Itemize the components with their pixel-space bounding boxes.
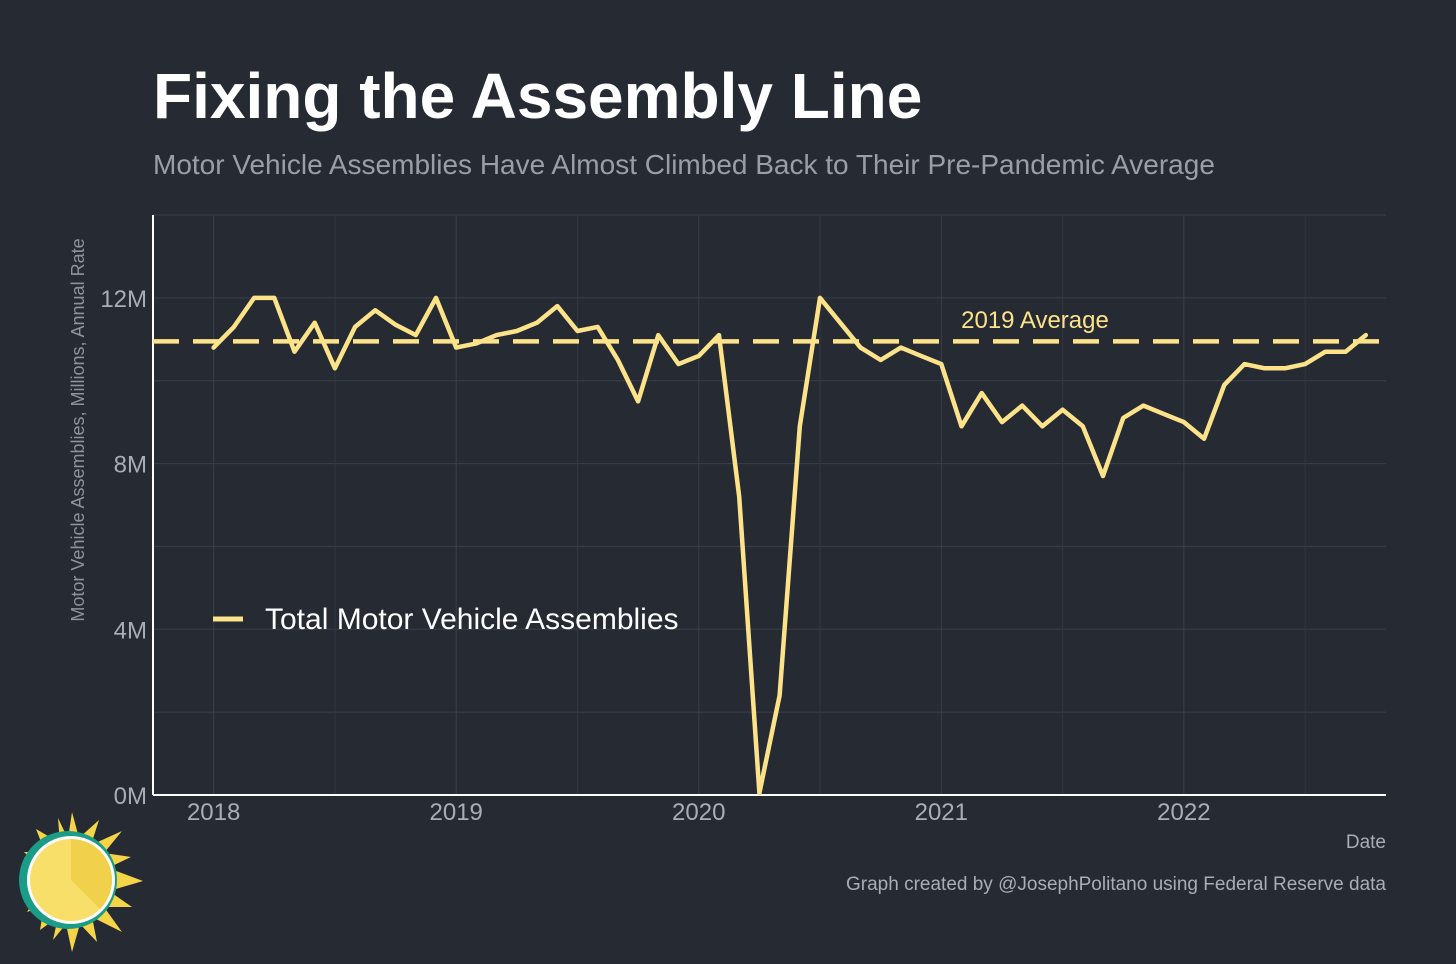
x-tick-label: 2022 [1157,799,1210,826]
plot-grid [153,214,1386,795]
y-axis-label: Motor Vehicle Assemblies, Millions, Annu… [68,238,88,621]
y-tick-labels: 0M 4M 8M 12M [100,286,147,810]
reference-line-group: 2019 Average [153,307,1386,344]
y-tick-label: 4M [114,617,147,644]
chart-title: Fixing the Assembly Line [153,60,922,132]
y-tick-label: 0M [114,783,147,810]
y-tick-label: 12M [100,286,147,313]
x-tick-label: 2019 [430,799,483,826]
plot-axes [152,215,1386,796]
x-tick-label: 2018 [187,799,240,826]
series-group [211,295,1369,796]
sun-logo [19,812,143,952]
x-axis-label: Date [1346,832,1386,853]
y-tick-label: 8M [114,452,147,479]
chart-subtitle: Motor Vehicle Assemblies Have Almost Cli… [153,149,1215,180]
x-tick-label: 2021 [915,799,968,826]
chart-caption: Graph created by @JosephPolitano using F… [846,874,1386,895]
x-tick-label: 2020 [672,799,725,826]
legend: Total Motor Vehicle Assemblies [213,603,679,636]
legend-entry-label: Total Motor Vehicle Assemblies [265,603,679,636]
reference-line-label: 2019 Average [961,307,1109,334]
sun-shade [71,839,113,909]
x-tick-labels: 2018 2019 2020 2021 2022 [187,799,1211,826]
series-line [211,295,1369,796]
